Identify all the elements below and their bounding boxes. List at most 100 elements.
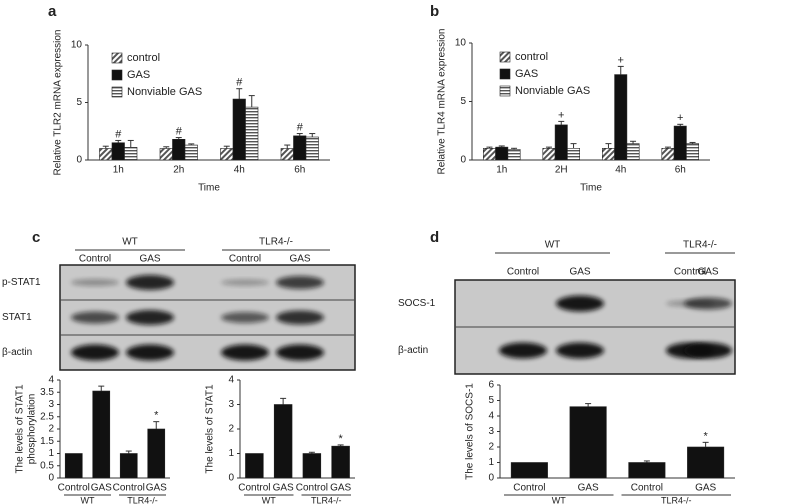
significance-mark: * [703,430,708,442]
x-tick-label: 6h [294,165,305,176]
bar [119,453,138,479]
group-label: WT [545,240,561,251]
bar [626,143,640,161]
blot-band [71,279,119,286]
legend-swatch [111,69,123,81]
y-tick-label: 1.5 [40,436,54,447]
significance-mark: # [176,125,183,137]
blot-row-label: β-actin [2,347,32,358]
x-tick-label: GAS [695,483,716,494]
bar [567,148,580,161]
bar [293,135,307,161]
x-tick-label: GAS [273,483,294,494]
x-tick-label: GAS [91,483,112,494]
y-tick-label: 1 [488,457,494,468]
bar [507,149,521,161]
x-tick-label: 4h [615,165,626,176]
blot-band [556,295,604,312]
bar [124,147,138,161]
y-axis-label: The levels of SOCS-1 [465,383,476,480]
panel-label: b [430,3,439,20]
y-tick-label: 0 [460,155,466,166]
x-tick-label: 4h [234,165,245,176]
y-tick-label: 0 [228,473,234,484]
blot-band [276,310,324,325]
y-axis-label: phosphorylation [27,394,38,465]
y-tick-label: 2 [488,442,494,453]
bar [172,139,186,161]
significance-mark: * [154,410,159,422]
y-tick-label: 0 [76,155,82,166]
blot-band [71,311,119,324]
y-tick-label: 5 [76,97,82,108]
bar [569,406,607,479]
lane-label: Control [674,267,706,278]
lane-label: Control [229,254,261,265]
y-tick-label: 0 [48,473,54,484]
legend-label: GAS [127,69,150,81]
blot-row-label: β-actin [398,345,428,356]
blot-row-label: SOCS-1 [398,298,436,309]
group-label: WT [81,495,95,504]
bar [273,404,293,479]
legend-swatch [111,86,123,98]
x-tick-label: Control [513,483,545,494]
significance-mark: # [297,121,304,133]
group-label: TLR4-/- [259,237,293,248]
bar [92,390,111,479]
blot-band [276,276,324,289]
significance-mark: + [677,112,683,124]
y-tick-label: 4 [228,375,234,386]
lane-label: Control [507,267,539,278]
x-tick-label: 1h [496,165,507,176]
bar [111,142,125,161]
bar [614,74,628,161]
group-label: TLR4-/- [661,495,692,504]
x-tick-label: GAS [146,483,167,494]
bar [661,148,675,161]
significance-mark: # [115,128,122,140]
blot-band [276,344,324,361]
blot-band [71,344,119,361]
bar [554,124,568,161]
lane-label: GAS [289,254,310,265]
x-tick-label: Control [631,483,663,494]
significance-mark: + [618,54,624,66]
blot-row-label: p-STAT1 [2,277,41,288]
bar [673,125,687,161]
y-tick-label: 5 [460,96,466,107]
blot-band [126,275,174,290]
y-tick-label: 6 [488,380,494,391]
legend-label: control [127,52,160,64]
group-label: WT [262,495,276,504]
legend-swatch [499,85,511,97]
blot-row-label: STAT1 [2,312,32,323]
legend-label: Nonviable GAS [127,86,202,98]
x-axis-label: Time [580,183,602,194]
bar [483,148,496,161]
group-label: WT [122,237,138,248]
y-tick-label: 3.5 [40,387,54,398]
y-tick-label: 1 [228,448,234,459]
y-axis-label: The levels of STAT1 [205,384,216,474]
bar [686,143,699,161]
bar [280,148,294,161]
y-axis-label: The levels of STAT1 [15,384,26,474]
bar [245,453,264,479]
x-tick-label: 2H [555,165,568,176]
lane-label: GAS [697,267,718,278]
y-axis-label: Relative TLR2 mRNA expression [53,30,64,176]
bar [232,98,246,161]
bar [220,148,234,161]
bar [687,446,725,479]
bar [510,462,548,479]
x-tick-label: GAS [330,483,351,494]
y-tick-label: 3 [48,399,54,410]
bar [495,146,509,161]
lane-label: GAS [569,267,590,278]
y-tick-label: 10 [71,40,83,51]
bar [147,428,166,479]
bar [184,144,198,161]
y-tick-label: 3 [488,426,494,437]
bar [159,148,173,161]
